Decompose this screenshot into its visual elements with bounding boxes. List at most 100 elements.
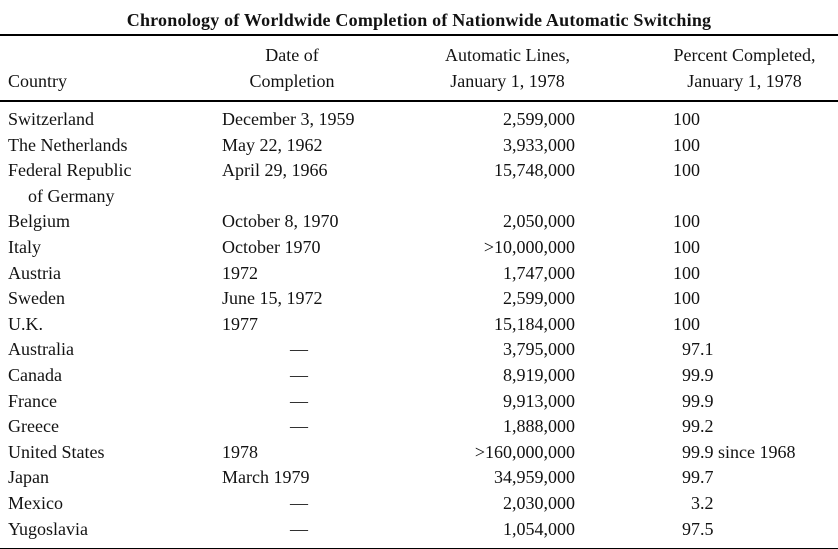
table-row: Switzerland December 3, 1959 2,599,000 1… <box>0 101 838 133</box>
table-row: Japan March 1979 34,959,000 99.7 <box>0 465 838 491</box>
column-header-lines: Automatic Lines, January 1, 1978 <box>390 34 575 102</box>
country-cell: Austria <box>0 261 222 287</box>
percent-completed-cell: 100 <box>575 101 838 133</box>
automatic-lines-cell: 2,050,000 <box>503 211 575 232</box>
country-name: Belgium <box>8 211 70 232</box>
country-cell: Sweden <box>0 286 222 312</box>
country-name: Australia <box>8 339 74 360</box>
completion-date-cell: — <box>290 339 308 360</box>
column-header-date-line2: Completion <box>249 71 335 91</box>
table-row: Austria 1972 1,747,000 100 <box>0 261 838 287</box>
country-cell: France <box>0 389 222 415</box>
table-header: Country Date of Completion Automatic Lin… <box>0 34 838 102</box>
country-name-line2: of Germany <box>28 185 115 206</box>
percent-fraction-part: .9 <box>700 364 714 385</box>
column-header-country: Country <box>0 34 222 102</box>
table-row: U.K. 1977 15,184,000 100 <box>0 312 838 338</box>
column-header-percent-line1: Percent Completed, <box>673 45 816 65</box>
table-row: Yugoslavia — 1,054,000 97.5 <box>0 516 838 549</box>
percent-integer-part: 100 <box>673 236 700 257</box>
column-header-date: Date of Completion <box>222 34 390 102</box>
percent-completed-cell: 99.9 <box>575 389 838 415</box>
column-header-percent-line2: January 1, 1978 <box>687 71 802 91</box>
column-header-percent: Percent Completed, January 1, 1978 <box>575 34 838 102</box>
country-name: Switzerland <box>8 109 94 129</box>
country-cell: Mexico <box>0 491 222 517</box>
country-name: Canada <box>8 364 62 385</box>
percent-integer-part: 97 <box>682 339 700 360</box>
completion-date-cell: March 1979 <box>222 467 310 488</box>
table-row: Mexico — 2,030,000 3.2 <box>0 491 838 517</box>
completion-date-cell: June 15, 1972 <box>222 288 323 309</box>
country-name: Federal Republic <box>8 160 132 181</box>
table-row: France — 9,913,000 99.9 <box>0 389 838 415</box>
completion-date-cell: 1972 <box>222 262 258 283</box>
automatic-lines-cell: 9,913,000 <box>503 390 575 411</box>
percent-integer-part: 100 <box>673 288 700 309</box>
percent-fraction-part: .2 <box>700 416 714 437</box>
chronology-table: Country Date of Completion Automatic Lin… <box>0 34 838 549</box>
percent-fraction-part: .2 <box>700 492 714 513</box>
percent-integer-part: 99 <box>682 467 700 488</box>
country-cell: United States <box>0 440 222 466</box>
country-name: United States <box>8 441 105 462</box>
percent-integer-part: 100 <box>673 211 700 232</box>
completion-date-cell: 1978 <box>222 441 258 462</box>
automatic-lines-cell: 2,599,000 <box>503 109 575 129</box>
percent-completed-cell: 100 <box>575 286 838 312</box>
percent-integer-part: 99 <box>682 364 700 385</box>
percent-fraction-part: .7 <box>700 467 714 488</box>
automatic-lines-cell: 1,747,000 <box>503 262 575 283</box>
completion-date-cell: — <box>290 364 308 385</box>
table-row: United States 1978 >160,000,000 99.9 sin… <box>0 440 838 466</box>
country-name: U.K. <box>8 313 43 334</box>
table-title: Chronology of Worldwide Completion of Na… <box>126 10 712 30</box>
column-header-lines-line2: January 1, 1978 <box>450 71 565 91</box>
table-row: Belgium October 8, 1970 2,050,000 100 <box>0 209 838 235</box>
table-row: Federal Republic of Germany April 29, 19… <box>0 158 838 209</box>
completion-date-cell: May 22, 1962 <box>222 134 323 155</box>
percent-integer-part: 97 <box>682 518 700 539</box>
percent-fraction-part: .9 since 1968 <box>700 441 796 462</box>
completion-date-cell: — <box>290 390 308 411</box>
header-row: Country Date of Completion Automatic Lin… <box>0 34 838 102</box>
percent-fraction-part: .9 <box>700 390 714 411</box>
automatic-lines-cell: 8,919,000 <box>503 364 575 385</box>
percent-completed-cell: 97.1 <box>575 337 838 363</box>
table-body: Switzerland December 3, 1959 2,599,000 1… <box>0 101 838 549</box>
country-name: Italy <box>8 236 41 257</box>
country-cell: Italy <box>0 235 222 261</box>
country-name: Yugoslavia <box>8 518 88 539</box>
completion-date-cell: December 3, 1959 <box>222 109 355 129</box>
country-name: The Netherlands <box>8 134 128 155</box>
percent-fraction-part: .5 <box>700 518 714 539</box>
country-cell: Australia <box>0 337 222 363</box>
country-cell: Switzerland <box>0 101 222 133</box>
automatic-lines-cell: 1,888,000 <box>503 416 575 437</box>
country-name: Austria <box>8 262 61 283</box>
percent-completed-cell: 100 <box>575 312 838 338</box>
country-cell: Japan <box>0 465 222 491</box>
percent-completed-cell: 100 <box>575 235 838 261</box>
completion-date-cell: — <box>290 416 308 437</box>
percent-integer-part: 100 <box>673 109 700 129</box>
percent-completed-cell: 100 <box>575 158 838 209</box>
country-cell: Belgium <box>0 209 222 235</box>
country-cell: Yugoslavia <box>0 516 222 549</box>
completion-date-cell: April 29, 1966 <box>222 160 328 181</box>
percent-completed-cell: 99.9 since 1968 <box>575 440 838 466</box>
country-cell: Canada <box>0 363 222 389</box>
country-cell: Federal Republic of Germany <box>0 158 222 209</box>
automatic-lines-cell: 3,795,000 <box>503 339 575 360</box>
percent-fraction-part: .1 <box>700 339 714 360</box>
automatic-lines-cell: 2,599,000 <box>503 288 575 309</box>
percent-completed-cell: 100 <box>575 133 838 159</box>
table-row: Sweden June 15, 1972 2,599,000 100 <box>0 286 838 312</box>
percent-integer-part: 100 <box>673 160 700 181</box>
percent-completed-cell: 99.7 <box>575 465 838 491</box>
country-cell: Greece <box>0 414 222 440</box>
percent-completed-cell: 100 <box>575 209 838 235</box>
completion-date-cell: 1977 <box>222 313 258 334</box>
country-name: France <box>8 390 57 411</box>
